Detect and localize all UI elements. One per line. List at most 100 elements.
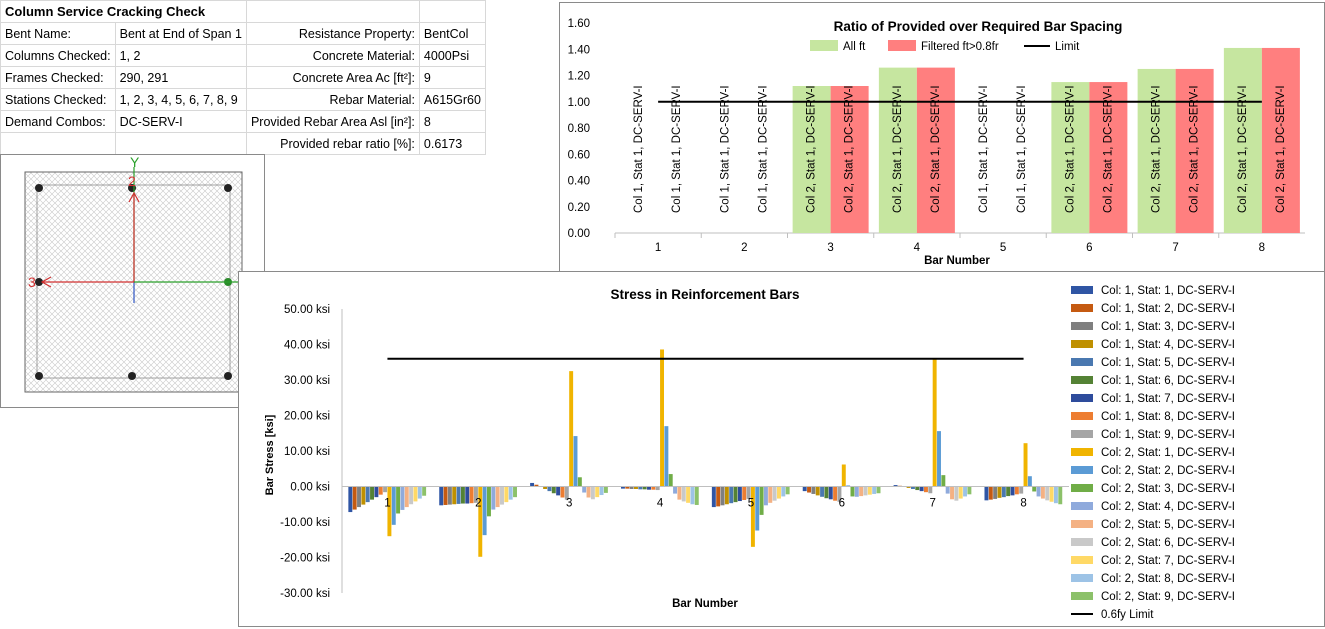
stress-bar[interactable] [811,486,816,494]
stress-bar[interactable] [772,486,777,501]
bar-all-ft[interactable] [792,86,831,233]
row-value[interactable]: 1, 2 [114,44,247,67]
stress-bar[interactable] [620,486,625,489]
stress-bar[interactable] [724,486,729,505]
stress-bar[interactable] [737,486,742,502]
stress-bar[interactable] [945,486,950,494]
stress-bar[interactable] [1053,486,1058,504]
stress-bar[interactable] [686,486,691,503]
stress-bar[interactable] [681,486,686,502]
stress-bar[interactable] [720,486,725,506]
stress-bar[interactable] [677,486,682,500]
row-value-2[interactable]: BentCol [418,22,486,45]
stress-bar[interactable] [742,486,747,500]
stress-bar[interactable] [370,486,375,500]
bar-filtered[interactable] [1175,68,1214,233]
stress-bar[interactable] [582,486,587,493]
stress-bar[interactable] [1023,443,1028,487]
stress-bar[interactable] [404,486,409,508]
stress-bar[interactable] [967,486,972,495]
row-label-2[interactable]: Concrete Area Ac [ft²]: [245,66,420,89]
stress-bar[interactable] [452,486,457,505]
stress-bar[interactable] [733,486,738,503]
stress-bar[interactable] [820,486,825,497]
stress-bar[interactable] [569,371,574,487]
row-label[interactable]: Bent Name: [0,22,116,45]
stress-bar[interactable] [361,486,366,505]
stress-bar[interactable] [409,486,414,505]
row-value-2[interactable]: 0.6173 [418,132,486,155]
stress-bar[interactable] [781,486,786,497]
stress-bar[interactable] [910,486,915,489]
stress-bar[interactable] [828,486,833,500]
bar-all-ft[interactable] [1137,68,1176,233]
rebar-bar[interactable] [35,372,43,380]
bar-all-ft[interactable] [1051,82,1090,233]
stress-bar[interactable] [919,486,924,492]
stress-bar[interactable] [1010,486,1015,496]
stress-bar[interactable] [690,486,695,505]
stress-bar[interactable] [893,485,898,487]
stress-bar[interactable] [1019,486,1024,494]
bar-filtered[interactable] [1261,47,1300,233]
row-value[interactable]: DC-SERV-I [114,110,247,133]
stress-bar[interactable] [564,486,569,500]
stress-bar[interactable] [906,486,911,488]
stress-bar[interactable] [673,486,678,494]
stress-bar[interactable] [491,486,496,510]
stress-bar[interactable] [595,486,600,498]
stress-bar[interactable] [486,486,491,517]
stress-bar[interactable] [859,486,864,497]
row-label[interactable]: Columns Checked: [0,44,116,67]
row-value[interactable]: 290, 291 [114,66,247,89]
stress-bar[interactable] [1014,486,1019,495]
stress-bar[interactable] [841,464,846,487]
stress-bar[interactable] [391,486,396,525]
stress-bar[interactable] [534,484,539,487]
stress-bar[interactable] [854,486,859,497]
stress-bar[interactable] [867,486,872,495]
stress-bar[interactable] [984,486,989,501]
row-value[interactable]: Bent at End of Span 1 [114,22,247,45]
stress-bar[interactable] [950,486,954,500]
bar-all-ft[interactable] [878,67,917,233]
stress-bar[interactable] [460,486,465,504]
stress-bar[interactable] [508,486,513,500]
stress-bar[interactable] [1001,486,1006,498]
stress-bar[interactable] [664,426,669,487]
stress-bar[interactable] [387,486,392,537]
row-value-2[interactable]: 8 [418,110,486,133]
stress-bar[interactable] [543,486,548,489]
stress-bar[interactable] [378,486,383,495]
stress-bar[interactable] [785,486,790,495]
stress-bar[interactable] [348,486,353,513]
stress-bar[interactable] [473,486,478,503]
stress-bar[interactable] [837,486,842,502]
stress-bar[interactable] [586,486,591,498]
row-value[interactable]: 1, 2, 3, 4, 5, 6, 7, 8, 9 [114,88,247,111]
stress-bar[interactable] [872,486,877,494]
stress-bar[interactable] [768,486,773,503]
column-section-panel[interactable]: Y 2 X 3 [0,154,265,408]
bar-filtered[interactable] [830,86,869,233]
stress-bar[interactable] [634,486,638,489]
row-value-2[interactable]: 9 [418,66,486,89]
rebar-bar[interactable] [224,372,232,380]
row-value-2[interactable]: A615Gr60 [418,88,486,111]
stress-bar[interactable] [928,486,933,494]
stress-bar[interactable] [556,486,561,496]
rebar-bar[interactable] [35,278,43,286]
spacing-ratio-chart-panel[interactable]: Ratio of Provided over Required Bar Spac… [559,2,1325,272]
rebar-bar[interactable] [35,184,43,192]
stress-bar[interactable] [642,486,647,490]
stress-bar[interactable] [439,486,444,506]
stress-bar[interactable] [776,486,781,499]
stress-bar[interactable] [746,486,751,499]
stress-bar[interactable] [365,486,370,503]
stress-bar[interactable] [400,486,405,510]
stress-bar[interactable] [1058,486,1063,505]
stress-bar[interactable] [915,486,920,491]
rebar-bar[interactable] [224,184,232,192]
stress-bar[interactable] [807,486,812,493]
stress-bar[interactable] [1045,486,1050,501]
